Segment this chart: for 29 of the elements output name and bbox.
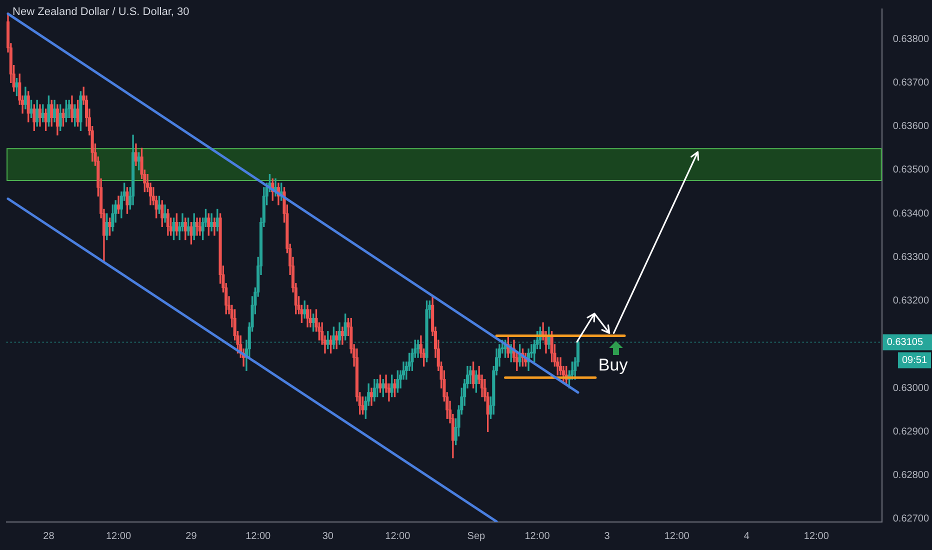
y-tick-label: 0.63200 — [892, 296, 930, 307]
candlestick — [370, 388, 374, 406]
ref-line-label: 0.63105 — [886, 337, 924, 348]
chart-title: New Zealand Dollar / U.S. Dollar, 30 — [12, 6, 190, 18]
x-tick-label: 12:00 — [524, 530, 550, 542]
x-tick-label: 12:00 — [804, 530, 830, 542]
x-tick-label: 12:00 — [106, 530, 132, 542]
x-tick-label: Sep — [467, 530, 486, 542]
x-tick-label: 30 — [322, 530, 334, 542]
y-tick-label: 0.62800 — [892, 470, 930, 482]
y-tick-label: 0.63500 — [892, 164, 930, 176]
text: 09:51 — [902, 355, 928, 366]
y-tick-label: 0.63300 — [892, 252, 930, 263]
y-tick-label: 0.63000 — [892, 382, 930, 394]
x-tick-label: 4 — [744, 530, 750, 542]
candlestick — [308, 309, 312, 328]
y-tick-label: 0.63700 — [892, 77, 930, 88]
y-tick-label: 0.63400 — [892, 208, 930, 220]
y-tick-label: 0.62700 — [892, 514, 930, 525]
y-tick-label: 0.62900 — [892, 426, 930, 438]
x-tick-label: 12:00 — [385, 530, 411, 542]
y-tick-label: 0.63600 — [892, 121, 930, 132]
x-tick-label: 28 — [43, 530, 55, 542]
x-tick-label: 29 — [186, 530, 198, 542]
x-tick-label: 3 — [604, 530, 610, 542]
x-tick-label: 12:00 — [664, 530, 690, 542]
annotation: Buy — [598, 355, 628, 374]
y-tick-label: 0.63800 — [892, 34, 930, 45]
x-tick-label: 12:00 — [246, 530, 272, 542]
